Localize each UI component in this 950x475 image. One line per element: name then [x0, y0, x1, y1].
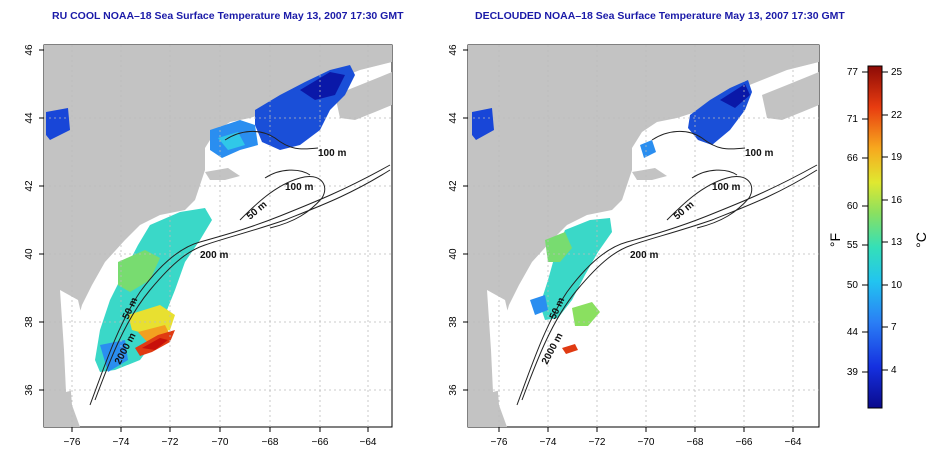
colorbar-c-tick: 16 [891, 195, 903, 206]
left-contour-label-200: 200 m [200, 250, 228, 261]
colorbar-f-tick: 44 [847, 327, 859, 338]
colorbar-f-tick: 77 [847, 67, 859, 78]
left-x-tick: −72 [162, 437, 179, 448]
colorbar-f-tick: 71 [847, 114, 859, 125]
left-contour-label-100a: 100 m [318, 148, 346, 159]
colorbar-celsius-label: °C [913, 232, 929, 248]
colorbar-f-tick: 66 [847, 153, 859, 164]
colorbar-f-tick: 50 [847, 280, 859, 291]
right-x-tick: −68 [687, 437, 704, 448]
left-x-tick: −76 [64, 437, 81, 448]
colorbar-c-tick: 7 [891, 322, 897, 333]
left-y-tick: 44 [24, 112, 35, 124]
left-x-tick: −74 [113, 437, 130, 448]
right-x-tick: −72 [589, 437, 606, 448]
colorbar-f-tick: 39 [847, 367, 859, 378]
right-panel-title: DECLOUDED NOAA–18 Sea Surface Temperatur… [475, 10, 845, 22]
colorbar-c-tick: 13 [891, 237, 903, 248]
right-y-tick: 38 [448, 316, 459, 328]
left-map: 100 m 100 m 50 m 200 m 50 m 2000 m −76 −… [24, 44, 393, 448]
right-map: 100 m 100 m 50 m 200 m 50 m 2000 m −76 −… [448, 44, 820, 448]
right-contour-label-100b: 100 m [712, 182, 740, 193]
left-y-tick: 36 [24, 384, 35, 396]
right-y-tick: 44 [448, 112, 459, 124]
left-y-tick: 46 [24, 44, 35, 56]
right-y-tick: 40 [448, 248, 459, 260]
left-y-tick: 40 [24, 248, 35, 260]
right-land [468, 45, 819, 427]
colorbar: 77 71 66 60 55 50 44 39 25 22 19 16 13 1… [827, 65, 929, 409]
colorbar-c-tick: 19 [891, 152, 903, 163]
right-land-nova-scotia [762, 72, 819, 120]
left-x-tick: −66 [312, 437, 329, 448]
left-contour-label-100b: 100 m [285, 182, 313, 193]
left-y-tick: 42 [24, 180, 35, 192]
colorbar-c-tick: 10 [891, 280, 903, 291]
colorbar-fahrenheit-label: °F [827, 233, 843, 247]
right-x-tick: −70 [638, 437, 655, 448]
left-x-tick: −70 [212, 437, 229, 448]
colorbar-gradient [867, 65, 883, 409]
left-land-nova-scotia [335, 72, 392, 120]
right-y-tick: 46 [448, 44, 459, 56]
colorbar-c-tick: 25 [891, 67, 903, 78]
colorbar-f-tick: 60 [847, 201, 859, 212]
colorbar-c-tick: 4 [891, 365, 897, 376]
right-y-tick: 42 [448, 180, 459, 192]
colorbar-c-tick: 22 [891, 110, 903, 121]
colorbar-f-tick: 55 [847, 240, 859, 251]
right-y-tick: 36 [448, 384, 459, 396]
right-x-tick: −74 [540, 437, 557, 448]
left-y-tick: 38 [24, 316, 35, 328]
right-sst-warm-core [562, 344, 578, 354]
right-x-tick: −66 [736, 437, 753, 448]
left-panel-title: RU COOL NOAA–18 Sea Surface Temperature … [52, 10, 404, 22]
right-x-tick: −76 [491, 437, 508, 448]
right-contour-label-100a: 100 m [745, 148, 773, 159]
left-land [44, 45, 392, 427]
left-x-tick: −68 [262, 437, 279, 448]
left-x-tick: −64 [360, 437, 377, 448]
right-x-tick: −64 [785, 437, 802, 448]
right-contour-label-200: 200 m [630, 250, 658, 261]
right-sst-shelf [540, 218, 612, 320]
